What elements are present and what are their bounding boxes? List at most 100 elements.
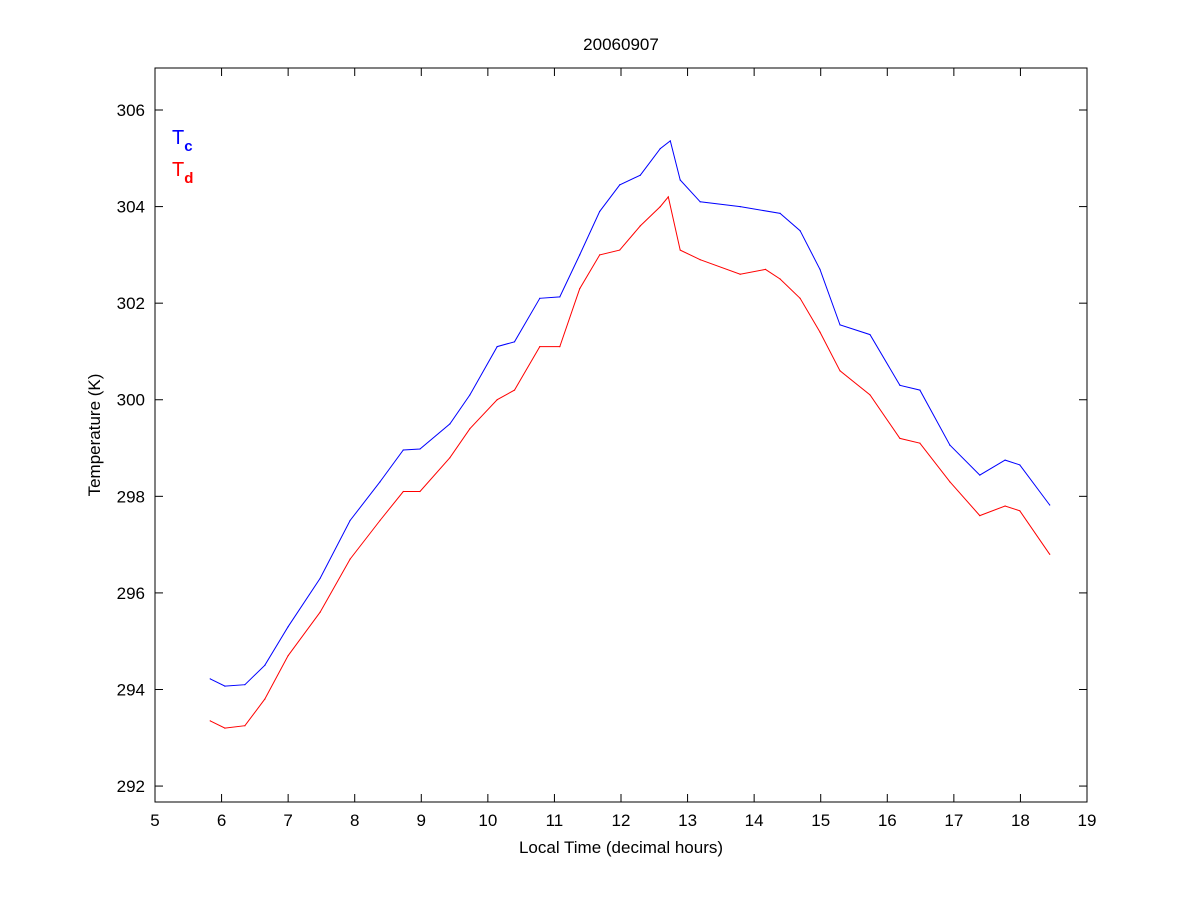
plot-area <box>154 67 1088 803</box>
x-tick-label: 18 <box>1011 811 1030 830</box>
x-tick-label: 12 <box>612 811 631 830</box>
data-point <box>919 389 921 391</box>
data-point <box>869 333 871 336</box>
data-point <box>559 346 561 348</box>
data-point <box>1019 464 1021 466</box>
data-point <box>679 179 681 181</box>
y-tick-label: 294 <box>117 680 145 699</box>
x-axis-label: Local Time (decimal hours) <box>519 838 723 857</box>
x-tick-label: 15 <box>811 811 830 830</box>
data-point <box>319 611 321 613</box>
data-point <box>679 249 681 251</box>
data-point <box>1004 459 1006 461</box>
data-point <box>224 685 226 687</box>
x-tick-label: 17 <box>944 811 963 830</box>
data-point <box>839 324 841 326</box>
data-point <box>419 490 421 493</box>
data-point <box>739 273 741 275</box>
data-point <box>224 727 226 729</box>
data-point <box>659 205 661 208</box>
data-point <box>579 254 581 256</box>
data-point <box>764 268 767 270</box>
data-point <box>1019 510 1021 512</box>
data-point <box>619 184 621 186</box>
data-point <box>513 389 516 391</box>
x-tick-label: 9 <box>417 811 426 830</box>
data-point <box>513 341 516 343</box>
data-point <box>799 297 801 299</box>
data-point <box>639 174 641 176</box>
data-point <box>264 664 266 666</box>
legend-entry: Td <box>172 159 193 187</box>
data-point <box>402 490 404 493</box>
data-point <box>979 515 981 517</box>
data-point <box>209 678 211 680</box>
data-point <box>919 442 921 444</box>
x-tick-label: 7 <box>283 811 292 830</box>
data-point <box>739 205 741 208</box>
data-point <box>869 394 871 396</box>
data-point <box>469 428 471 430</box>
y-tick-label: 296 <box>117 584 145 603</box>
data-point <box>244 684 246 686</box>
data-point <box>559 296 561 298</box>
data-point <box>949 444 951 446</box>
x-tick-label: 14 <box>745 811 764 830</box>
legend-entry: Tc <box>172 127 193 155</box>
data-point <box>659 148 661 150</box>
data-point <box>779 212 781 214</box>
y-axis-label: Temperature (K) <box>85 374 104 497</box>
data-point <box>496 399 498 401</box>
data-point <box>287 655 289 657</box>
data-point <box>667 196 669 198</box>
chart-title: 20060907 <box>583 35 659 54</box>
data-point <box>469 394 471 396</box>
data-point <box>349 519 351 522</box>
data-point <box>699 259 701 261</box>
data-point <box>1049 553 1051 555</box>
data-point <box>669 140 671 142</box>
data-point <box>949 481 951 483</box>
y-tick-label: 300 <box>117 391 145 410</box>
data-point <box>599 210 601 213</box>
data-point <box>287 626 289 628</box>
x-tick-label: 6 <box>217 811 226 830</box>
data-point <box>539 346 541 348</box>
data-point <box>899 384 901 386</box>
data-point <box>839 370 841 372</box>
x-tick-label: 5 <box>150 811 159 830</box>
x-tick-label: 11 <box>546 811 564 830</box>
data-point <box>899 437 901 439</box>
x-tick-label: 16 <box>878 811 897 830</box>
y-tick-label: 304 <box>117 198 145 217</box>
data-point <box>779 278 781 280</box>
data-point <box>579 288 581 290</box>
data-point <box>1004 505 1006 507</box>
data-point <box>419 448 421 450</box>
data-point <box>979 474 981 476</box>
data-point <box>209 720 211 722</box>
data-point <box>319 577 321 580</box>
y-tick-label: 306 <box>117 101 145 120</box>
legend: Tc Td <box>172 127 193 187</box>
data-point <box>539 297 541 299</box>
data-point <box>639 225 641 227</box>
data-point <box>799 230 801 232</box>
y-tick-label: 292 <box>117 777 145 796</box>
y-tick-label: 298 <box>117 487 145 506</box>
x-tick-label: 13 <box>678 811 697 830</box>
x-tick-label: 8 <box>350 811 359 830</box>
data-point <box>264 698 266 700</box>
x-tick-label: 10 <box>478 811 497 830</box>
data-point <box>379 481 381 483</box>
series-line-Td <box>210 195 1051 729</box>
y-tick-label: 302 <box>117 294 145 313</box>
x-tick-label: 19 <box>1078 811 1097 830</box>
data-point <box>699 201 701 203</box>
data-point <box>496 346 498 348</box>
data-point <box>619 249 621 251</box>
data-point <box>449 457 451 459</box>
data-point <box>449 423 451 425</box>
data-point <box>1049 504 1051 506</box>
